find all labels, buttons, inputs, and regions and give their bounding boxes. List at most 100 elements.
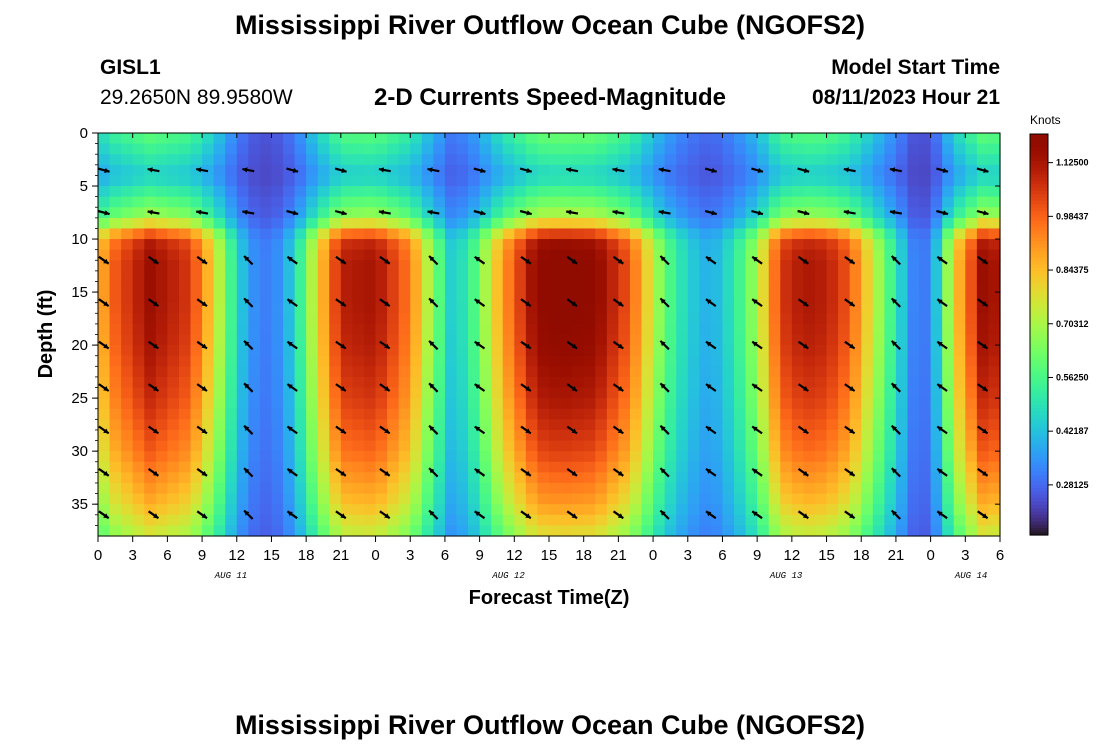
heatmap-cell	[444, 440, 458, 452]
colorbar-strip	[1030, 431, 1048, 436]
heatmap-cell	[641, 260, 654, 272]
heatmap-cell	[213, 461, 226, 473]
heatmap-cell	[468, 514, 481, 526]
heatmap-cell	[838, 302, 851, 314]
current-arrow	[612, 383, 624, 392]
heatmap-cell	[606, 313, 619, 325]
colorbar-strip	[1030, 190, 1048, 195]
heatmap-cell	[248, 239, 261, 251]
heatmap-cell	[745, 366, 758, 378]
heatmap-cell	[629, 514, 643, 526]
heatmap-cell	[236, 334, 249, 346]
heatmap-cell	[953, 302, 966, 314]
colorbar-strip	[1030, 357, 1048, 362]
heatmap-cell	[444, 355, 458, 367]
x-tick-label: 6	[441, 547, 449, 564]
heatmap-cell	[953, 143, 966, 155]
heatmap-cell	[872, 228, 885, 240]
current-arrow	[97, 209, 110, 216]
heatmap-cell	[213, 217, 226, 230]
heatmap-cell	[780, 366, 793, 378]
heatmap-cell	[248, 292, 261, 304]
colorbar-strip	[1030, 514, 1048, 519]
heatmap-cell	[329, 376, 342, 389]
heatmap-cell	[537, 451, 550, 463]
heatmap-cell	[248, 302, 261, 314]
heatmap-cell	[734, 154, 747, 166]
heatmap-cell	[803, 451, 816, 463]
heatmap-cell	[491, 408, 504, 420]
heatmap-cell	[456, 387, 469, 399]
heatmap-cell	[745, 451, 758, 463]
current-arrow	[658, 167, 671, 173]
heatmap-cell	[271, 472, 284, 484]
current-arrow	[936, 255, 948, 265]
heatmap-cell	[306, 133, 319, 145]
heatmap-cell	[525, 345, 539, 357]
heatmap-cell	[537, 175, 550, 187]
heatmap-cell	[907, 387, 920, 399]
heatmap-cell	[595, 398, 608, 410]
heatmap-cell	[549, 175, 562, 187]
heatmap-cell	[872, 387, 885, 399]
heatmap-cell	[549, 186, 562, 198]
heatmap-cell	[190, 239, 203, 251]
heatmap-cell	[283, 472, 296, 484]
heatmap-cell	[618, 302, 631, 314]
heatmap-cell	[641, 196, 654, 208]
current-arrow	[98, 383, 110, 392]
heatmap-cell	[202, 270, 215, 283]
heatmap-cell	[387, 472, 400, 484]
current-arrow	[705, 510, 717, 520]
heatmap-cell	[641, 133, 654, 145]
heatmap-cell	[363, 249, 377, 261]
heatmap-cell	[421, 143, 434, 155]
heatmap-cell	[734, 525, 747, 537]
heatmap-cell	[109, 334, 122, 346]
y-tick-label: 35	[71, 496, 88, 513]
heatmap-cell	[838, 154, 851, 166]
current-arrow	[705, 340, 717, 350]
heatmap-cell	[780, 260, 793, 272]
heatmap-cell	[549, 164, 562, 177]
current-arrow	[334, 209, 347, 216]
heatmap-cell	[988, 292, 1001, 304]
heatmap-cell	[202, 292, 215, 304]
heatmap-cell	[803, 387, 816, 399]
heatmap-cell	[826, 440, 839, 452]
heatmap-cell	[306, 345, 319, 357]
heatmap-cell	[838, 514, 851, 526]
heatmap-cell	[907, 186, 920, 198]
heatmap-cell	[976, 440, 990, 452]
heatmap-cell	[190, 260, 203, 272]
heatmap-cell	[132, 419, 145, 431]
heatmap-cell	[884, 451, 897, 463]
colorbar-strip	[1030, 177, 1048, 182]
heatmap-cell	[687, 143, 700, 155]
heatmap-cell	[653, 451, 666, 463]
heatmap-cell	[294, 281, 307, 293]
heatmap-cell	[468, 493, 481, 505]
heatmap-cell	[745, 143, 758, 155]
heatmap-cell	[942, 376, 955, 389]
colorbar-strip	[1030, 167, 1048, 172]
heatmap-cell	[629, 398, 643, 410]
heatmap-cell	[98, 408, 111, 420]
heatmap-cell	[283, 398, 296, 410]
heatmap-cell	[132, 260, 145, 272]
heatmap-cell	[618, 239, 631, 251]
heatmap-cell	[317, 175, 330, 187]
heatmap-cell	[606, 472, 619, 484]
heatmap-cell	[676, 175, 689, 187]
heatmap-cell	[849, 334, 862, 346]
heatmap-cell	[803, 292, 816, 304]
heatmap-cell	[283, 249, 296, 261]
heatmap-cell	[583, 154, 596, 166]
current-arrow	[751, 167, 764, 173]
colorbar-strip	[1030, 351, 1048, 356]
heatmap-cell	[502, 217, 515, 230]
heatmap-cell	[653, 323, 666, 336]
heatmap-cell	[676, 376, 689, 389]
current-arrow	[147, 468, 160, 477]
heatmap-cell	[861, 408, 874, 420]
